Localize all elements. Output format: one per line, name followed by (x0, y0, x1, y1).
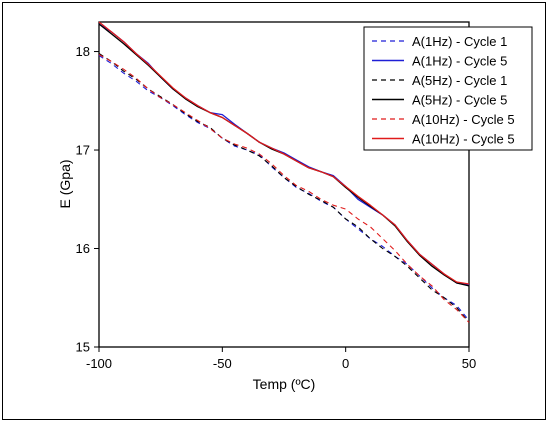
x-tick-label: 0 (342, 356, 349, 371)
legend-label-6: A(10Hz) - Cycle 5 (412, 132, 515, 147)
x-axis-ticks: -100 -50 0 50 (86, 347, 476, 371)
series-line-6 (98, 21, 470, 285)
series-line-5 (98, 54, 470, 323)
series-line-3 (98, 53, 470, 323)
legend-label-1: A(1Hz) - Cycle 1 (412, 34, 507, 49)
y-tick-label: 18 (76, 44, 90, 59)
x-tick-label: 50 (462, 356, 476, 371)
y-axis-label: E (Gpa) (57, 159, 73, 208)
y-axis-ticks: 15 16 17 18 (76, 44, 99, 355)
legend-box (363, 26, 533, 151)
y-tick-label: 15 (76, 340, 90, 355)
legend-label-4: A(5Hz) - Cycle 5 (412, 93, 507, 108)
series-layer (98, 21, 470, 323)
x-axis-label: Temp (ºC) (253, 376, 316, 392)
legend-label-5: A(10Hz) - Cycle 5 (412, 112, 515, 127)
plot-area-frame (98, 21, 470, 348)
y-tick-label: 16 (76, 241, 90, 256)
legend: A(1Hz) - Cycle 1 A(1Hz) - Cycle 5 A(5Hz) -… (363, 26, 533, 151)
x-tick-label: -100 (86, 356, 112, 371)
x-tick-label: -50 (213, 356, 232, 371)
y-tick-label: 17 (76, 143, 90, 158)
legend-label-3: A(5Hz) - Cycle 1 (412, 73, 507, 88)
legend-label-2: A(1Hz) - Cycle 5 (412, 54, 507, 69)
